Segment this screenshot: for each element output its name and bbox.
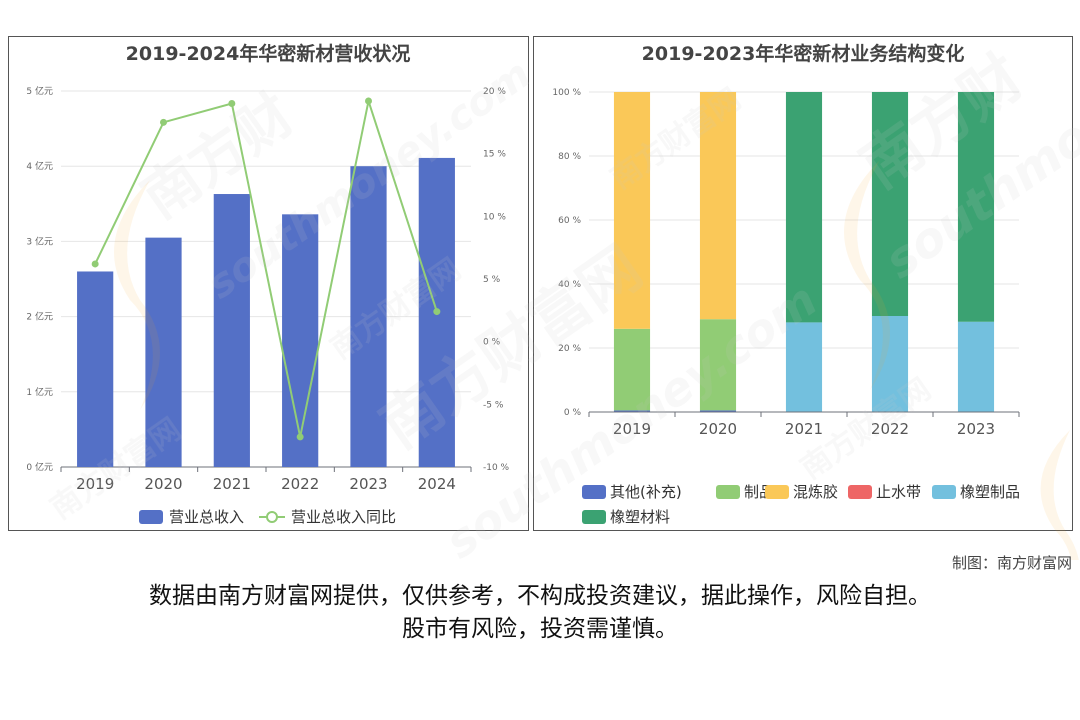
legend-swatch [932,485,956,499]
chart-credit: 制图：南方财富网 [951,554,1072,572]
yoy-line [94,97,438,438]
bar-2022 [282,214,319,467]
x-tick-label: 2021 [785,420,823,438]
bar-2020 [145,237,182,467]
bar-segment-2019 [613,410,651,412]
x-tick-label: 2019 [613,420,651,438]
y-right-tick-label: 20 % [483,87,506,97]
x-tick-label: 2022 [871,420,909,438]
bar-2023 [350,166,387,467]
bar-segment-2021 [785,92,823,323]
bar-segment-2019 [613,92,651,329]
x-tick-label: 2022 [281,475,319,493]
revenue-chart-panel: 2019-2024年华密新材营收状况 0 亿元 1 亿元 2 亿元 3 亿元 4 亿元 5 … [8,36,529,531]
y-left-tick-label: 2 亿元 [26,311,53,323]
bar-segment-2020 [699,410,737,412]
legend-swatch [582,510,606,524]
y-tick-label: 60 % [558,216,581,226]
bar-segment-2020 [699,92,737,320]
legend-swatch [582,485,606,499]
y-tick-label: 40 % [558,280,581,290]
y-tick-label: 20 % [558,344,581,354]
x-tick-label: 2020 [144,475,182,493]
y-right-tick-label: 5 % [483,275,501,285]
y-left-tick-label: 3 亿元 [26,235,53,247]
y-left-tick-label: 5 亿元 [26,85,53,97]
disclaimer-line-1: 数据由南方财富网提供，仅供参考，不构成投资建议，据此操作，风险自担。 [149,583,931,609]
x-tick-label: 2021 [213,475,251,493]
revenue-chart: 2019-2024年华密新材营收状况 0 亿元 1 亿元 2 亿元 3 亿元 4 亿元 5 … [26,42,510,526]
bar-2021 [213,194,250,468]
x-tick-label: 2019 [76,475,114,493]
yoy-point-2023 [365,97,372,105]
y-left-tick-label: 1 亿元 [26,386,53,398]
yoy-point-2024 [433,308,441,316]
bar-segment-2021 [785,322,823,412]
yoy-point-2021 [228,100,236,108]
y-right-tick-label: 0 % [483,338,501,348]
legend-label: 橡塑材料 [610,508,670,526]
legend-label: 橡塑制品 [960,483,1020,501]
yoy-point-2022 [296,433,304,441]
x-tick-label: 2023 [349,475,387,493]
bar-segment-2022 [871,92,909,316]
legend-label-yoy: 营业总收入同比 [291,508,396,526]
legend-label: 混炼胶 [793,483,838,501]
bar-segment-2023 [957,321,995,412]
y-right-tick-label: 10 % [483,212,506,222]
y-tick-label: 0 % [564,408,582,418]
yoy-point-2019 [91,260,99,268]
y-left-tick-label: 0 亿元 [26,461,53,473]
legend-swatch [765,485,789,499]
y-right-tick-label: -10 % [483,463,510,473]
y-right-tick-label: -5 % [483,400,504,410]
yoy-point-2020 [160,118,167,126]
x-tick-label: 2020 [699,420,737,438]
legend-marker-yoy [266,511,278,523]
disclaimer-line-2: 股市有风险，投资需谨慎。 [402,616,678,642]
legend-label-revenue: 营业总收入 [169,508,244,526]
legend-swatch [848,485,872,499]
business-structure-chart-panel: 2019-2023年华密新材业务结构变化 0 % 20 % 40 % 60 % 80 % 1… [533,36,1073,531]
x-tick-label: 2024 [418,475,456,493]
legend-label: 止水带 [876,483,921,501]
y-tick-label: 80 % [558,152,581,162]
legend-swatch-revenue [139,510,163,524]
bar-segment-2020 [699,319,737,411]
y-left-tick-label: 4 亿元 [26,160,53,172]
chart-title: 2019-2023年华密新材业务结构变化 [642,42,965,65]
x-tick-label: 2023 [957,420,995,438]
y-right-tick-label: 15 % [483,150,506,160]
bar-2019 [77,271,114,467]
business-structure-chart: 2019-2023年华密新材业务结构变化 0 % 20 % 40 % 60 % 80 % 1… [552,42,1020,526]
bar-segment-2022 [871,316,909,412]
legend-swatch [716,485,740,499]
chart-title: 2019-2024年华密新材营收状况 [126,42,411,65]
bar-segment-2023 [957,92,995,322]
legend-label: 其他(补充) [610,483,682,501]
bar-segment-2019 [613,328,651,411]
y-tick-label: 100 % [552,88,581,98]
